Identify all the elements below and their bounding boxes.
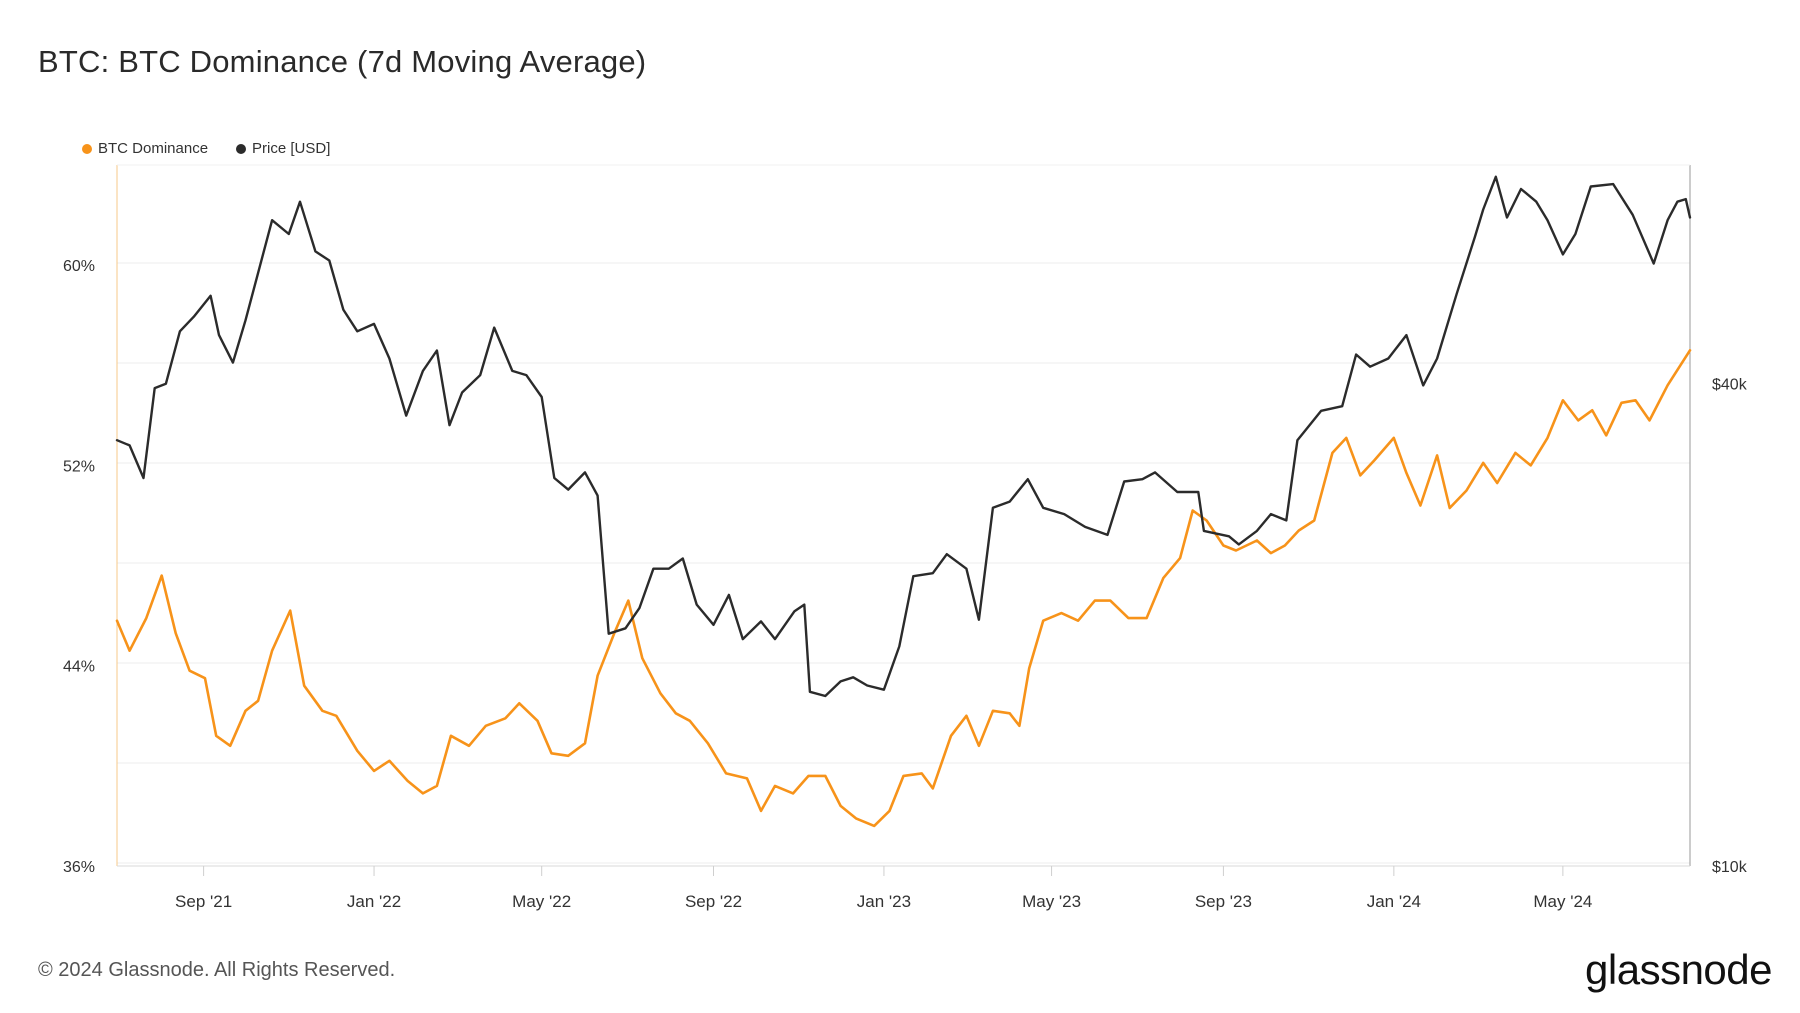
x-tick-label: May '22 xyxy=(512,892,571,911)
x-tick-label: Jan '24 xyxy=(1367,892,1421,911)
left-y-tick-label: 60% xyxy=(63,258,95,275)
right-y-tick-label: $10k xyxy=(1712,859,1748,876)
left-y-tick-label: 52% xyxy=(63,458,95,475)
x-tick-label: May '23 xyxy=(1022,892,1081,911)
gridlines xyxy=(117,262,1690,864)
x-tick-label: Sep '21 xyxy=(175,892,232,911)
legend-dot-btc-dominance xyxy=(82,143,92,154)
legend-item-btc-dominance[interactable]: BTC Dominance xyxy=(82,140,208,157)
copyright-footer: © 2024 Glassnode. All Rights Reserved. xyxy=(38,959,396,981)
series-line-btc-dominance xyxy=(115,348,1692,828)
x-tick-label: Jan '23 xyxy=(857,892,911,911)
x-tick-label: Jan '22 xyxy=(347,892,401,911)
x-axis-ticks: Sep '21 Jan '22 May '22 Sep '22 Jan '23 May '… xyxy=(175,866,1592,911)
x-tick-label: Sep '23 xyxy=(1195,892,1252,911)
x-tick-label: Sep '22 xyxy=(685,892,742,911)
right-y-tick-label: $40k xyxy=(1712,377,1748,394)
series-line-price xyxy=(115,175,1692,698)
left-y-axis-ticks: 36% 44% 52% 60% xyxy=(63,258,95,876)
left-y-tick-label: 44% xyxy=(63,659,95,676)
legend-label-btc-dominance: BTC Dominance xyxy=(98,140,209,157)
chart-title: BTC: BTC Dominance (7d Moving Average) xyxy=(38,44,647,79)
left-y-tick-label: 36% xyxy=(63,859,95,876)
right-y-axis-ticks: $10k $40k xyxy=(1712,377,1748,876)
legend-dot-price xyxy=(236,143,247,154)
x-tick-label: May '24 xyxy=(1533,892,1592,911)
legend-label-price: Price [USD] xyxy=(252,140,331,157)
legend-item-price[interactable]: Price [USD] xyxy=(236,140,330,157)
legend: BTC Dominance Price [USD] xyxy=(82,140,330,157)
glassnode-logo: glassnode xyxy=(1585,946,1772,993)
